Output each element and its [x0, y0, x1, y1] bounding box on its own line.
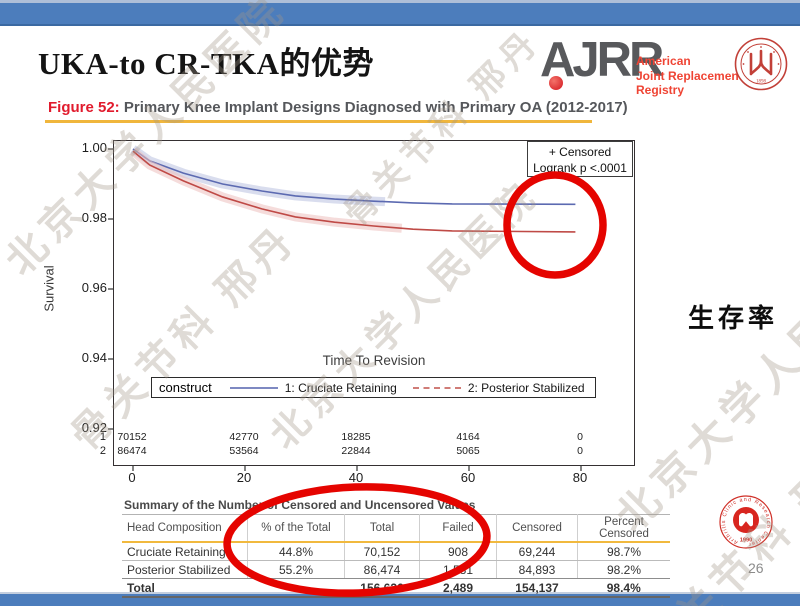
top-bar — [0, 0, 800, 26]
summary-table-cell: 154,137 — [496, 578, 578, 598]
summary-table-cell: 98.4% — [577, 578, 670, 598]
at-risk-value: 70152 — [117, 431, 147, 443]
summary-table-cell: Posterior Stabilized — [122, 560, 248, 579]
summary-col-header: Censored — [496, 514, 578, 543]
figure-caption-text: Primary Knee Implant Designs Diagnosed w… — [119, 99, 628, 116]
summary-table-row: Total 156,626 2,489 154,137 98.4% — [122, 578, 670, 598]
x-tick-label: 0 — [128, 470, 136, 485]
caption-underline — [45, 120, 592, 123]
summary-table-cell: 86,474 — [344, 560, 420, 579]
y-tick-label: 0.92 — [81, 420, 107, 435]
summary-col-header: Total — [344, 514, 420, 543]
summary-table-cell: Total — [122, 578, 248, 598]
summary-col-header: Head Composition — [122, 514, 248, 543]
red-dashed-line-sample-icon — [412, 386, 461, 389]
summary-table-cell — [247, 578, 345, 598]
arc-seal-icon: Arthritis Clinic and Research Center 199… — [719, 495, 773, 549]
svg-text:1990: 1990 — [740, 538, 752, 544]
at-risk-row-label: 2 — [99, 445, 106, 457]
x-tick-label: 60 — [460, 470, 476, 485]
at-risk-value: 53564 — [229, 445, 259, 457]
summary-table-cell: Cruciate Retaining — [122, 542, 248, 561]
survival-curves — [108, 141, 582, 471]
survival-chart-plot-area — [108, 140, 635, 471]
y-tick-label: 0.98 — [81, 210, 107, 225]
ajrr-subtitle-line: Registry — [636, 83, 685, 97]
at-risk-value: 22844 — [341, 445, 371, 457]
summary-col-header: Percent Censored — [577, 514, 670, 543]
censored-label: + Censored — [548, 145, 612, 159]
at-risk-value: 5065 — [456, 445, 480, 457]
y-axis-title: Survival — [41, 265, 57, 312]
pku-seal-icon: 1898 — [734, 37, 788, 91]
at-risk-value: 18285 — [341, 431, 371, 443]
blue-line-sample-icon — [229, 386, 278, 389]
summary-table-cell: 70,152 — [344, 542, 420, 561]
summary-table-title: Summary of the Number of Censored and Un… — [124, 498, 476, 512]
slide-title: UKA-to CR-TKA的优势 — [38, 46, 375, 81]
summary-table-row: Posterior Stabilized 55.2% 86,474 1,581 84,8… — [122, 560, 670, 579]
summary-col-header: % of the Total — [247, 514, 345, 543]
summary-table-cell: 69,244 — [496, 542, 578, 561]
at-risk-value: 42770 — [229, 431, 259, 443]
ajrr-subtitle-line: Joint Replacement — [636, 68, 743, 83]
svg-text:1898: 1898 — [756, 80, 767, 85]
series-1-label: 1: Cruciate Retaining — [284, 380, 397, 395]
at-risk-row-label: 1 — [99, 431, 106, 443]
series-2-label: 2: Posterior Stabilized — [467, 380, 585, 395]
summary-table-cell: 1,581 — [419, 560, 497, 579]
at-risk-value: 86474 — [117, 445, 147, 457]
y-tick-label: 1.00 — [81, 140, 107, 155]
x-tick-label: 20 — [236, 470, 252, 485]
summary-col-header: Failed — [419, 514, 497, 543]
ajrr-logo: AJRR American Joint Replacement Registry — [540, 34, 770, 97]
page-number: 26 — [748, 560, 764, 576]
y-tick-label: 0.96 — [81, 280, 107, 295]
summary-table-cell: 98.7% — [577, 542, 670, 561]
x-tick-label: 40 — [348, 470, 364, 485]
summary-table-cell: 156,626 — [344, 578, 420, 598]
logrank-label: Logrank p <.0001 — [533, 161, 627, 175]
construct-legend: construct 1: Cruciate Retaining 2: Poste… — [151, 377, 596, 398]
summary-table-cell: 2,489 — [419, 578, 497, 598]
summary-table-cell: 908 — [419, 542, 497, 561]
survival-curve — [132, 150, 576, 233]
x-tick-label: 80 — [572, 470, 588, 485]
ajrr-subtitle-line: American — [636, 54, 691, 68]
censored-logrank-box: + Censored Logrank p <.0001 — [527, 141, 633, 177]
summary-table-header-row: Head Composition% of the Total Total Faile… — [122, 514, 670, 543]
construct-label: construct — [159, 380, 212, 395]
figure-caption-label: Figure 52: — [48, 99, 120, 116]
at-risk-value: 0 — [577, 445, 583, 457]
summary-table-section: Summary of the Number of Censored and Un… — [122, 498, 670, 598]
at-risk-value: 0 — [577, 431, 583, 443]
time-to-revision-label: Time To Revision — [322, 353, 426, 368]
summary-table: Head Composition% of the Total Total Faile… — [122, 514, 670, 598]
ajrr-subtitle: American Joint Replacement Registry — [636, 54, 743, 98]
summary-table-cell: 98.2% — [577, 560, 670, 579]
y-tick-label: 0.94 — [81, 350, 107, 365]
survival-curve — [132, 148, 576, 206]
summary-table-cell: 55.2% — [247, 560, 345, 579]
summary-table-row: Cruciate Retaining 44.8% 70,152 908 69,244 98… — [122, 542, 670, 561]
summary-table-cell: 84,893 — [496, 560, 578, 579]
summary-table-cell: 44.8% — [247, 542, 345, 561]
figure-caption: Figure 52: Primary Knee Implant Designs … — [48, 99, 628, 116]
at-risk-value: 4164 — [456, 431, 480, 443]
side-note-survival-rate: 生存率 — [688, 304, 779, 333]
ajrr-red-dot-icon — [549, 76, 563, 90]
